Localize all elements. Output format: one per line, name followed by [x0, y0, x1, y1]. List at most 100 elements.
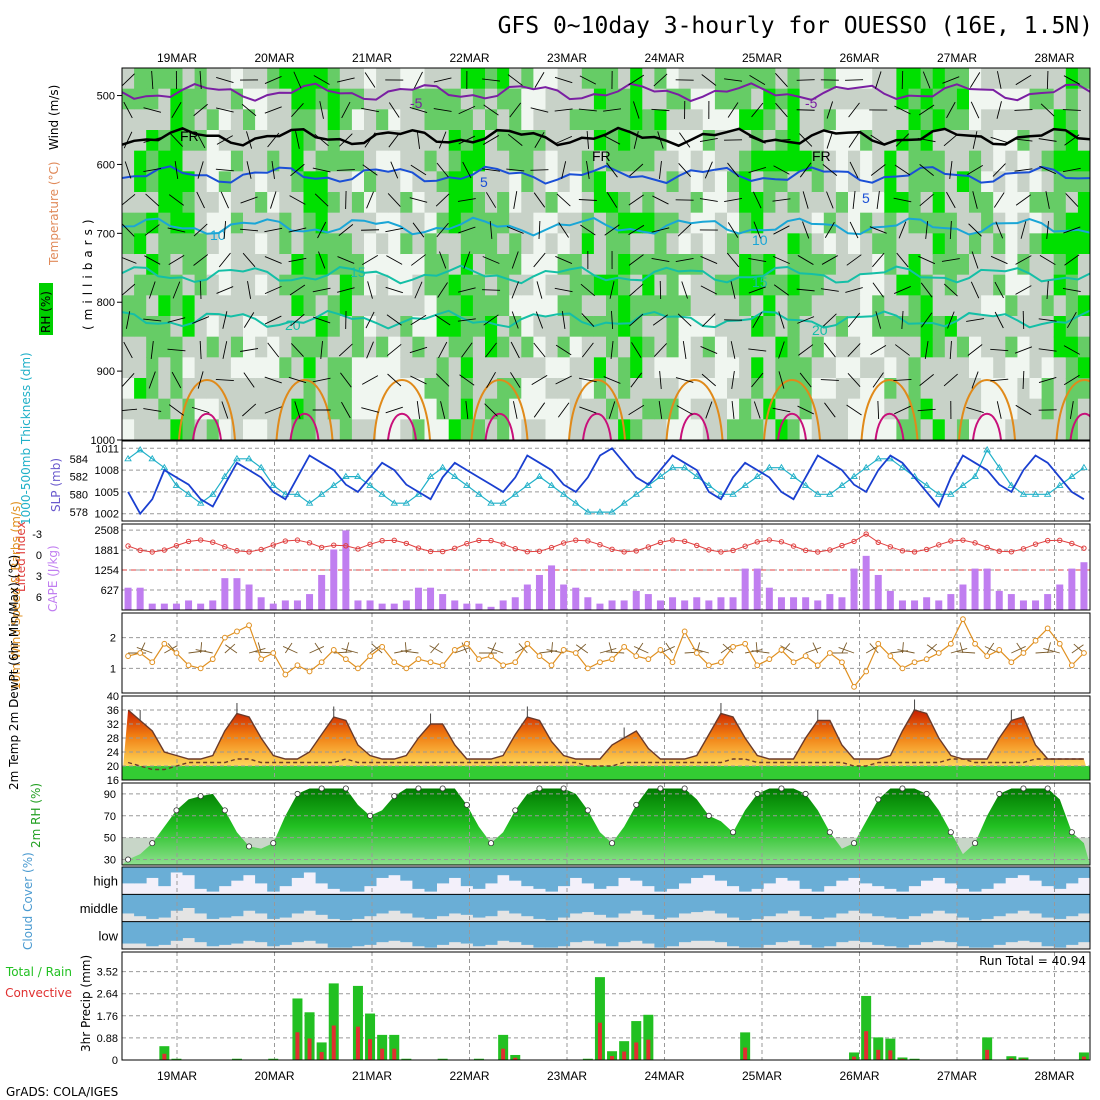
wind10m-point	[923, 656, 930, 663]
rh-cell	[533, 233, 547, 255]
rh-cell	[122, 295, 135, 317]
wind-barb	[215, 168, 234, 172]
rh-cell	[581, 109, 595, 131]
rh-cell	[860, 357, 873, 379]
rh-cell	[666, 192, 680, 214]
rh-cell	[218, 68, 232, 90]
wind-barb	[1046, 70, 1049, 90]
rh-cell	[243, 68, 256, 90]
rh-cell	[376, 130, 389, 152]
rh-cell	[896, 398, 910, 420]
rh-cell	[364, 295, 377, 317]
rh-cell	[606, 357, 619, 379]
rh-cell	[642, 68, 655, 90]
rh-cell	[509, 88, 522, 110]
wind-barb	[243, 372, 255, 388]
rh-cell	[1041, 171, 1055, 193]
cape-bar	[1032, 600, 1040, 610]
rh-point	[173, 807, 180, 814]
rh-cell	[678, 233, 692, 255]
cloud-middle-bar	[799, 894, 813, 917]
precip-convective-bar	[1009, 1058, 1014, 1060]
rh-cell	[134, 233, 147, 255]
wind10m-point	[826, 650, 833, 656]
wind-barb	[123, 131, 133, 149]
rh-cell	[678, 378, 692, 400]
wind-barb	[148, 371, 156, 389]
wind10m-barb	[551, 642, 553, 654]
wind-barb	[410, 314, 427, 326]
wind10m-barb	[1047, 642, 1051, 654]
precip-total-bar	[619, 1041, 630, 1060]
rh-cell	[1077, 88, 1090, 110]
date-label-bottom: 26MAR	[839, 1069, 879, 1083]
rh-cell	[944, 88, 958, 110]
rh-cell	[872, 150, 885, 172]
rh-cell	[835, 419, 849, 440]
thickness-point	[148, 454, 157, 462]
rh-cell	[206, 336, 220, 358]
rh-cell	[146, 419, 159, 440]
rh-cell	[932, 295, 946, 317]
rh-cell	[872, 357, 885, 379]
rh-cell	[291, 357, 305, 379]
rh-cell	[569, 274, 583, 296]
rh-cell	[714, 88, 728, 110]
rh-cell	[194, 295, 208, 317]
precip-total-bar	[401, 1058, 412, 1060]
rh-cell	[364, 254, 377, 276]
rh-cell	[654, 109, 668, 131]
cape-bar	[596, 603, 604, 610]
rh-cell	[497, 171, 510, 193]
rh-cell	[618, 150, 631, 172]
rh-cell	[158, 171, 171, 193]
rh-cell	[194, 357, 208, 379]
wind-barb	[949, 220, 952, 240]
rh-cell	[969, 150, 982, 172]
rh-cell	[158, 88, 171, 110]
wind10m-barb	[812, 642, 819, 654]
wind-barb	[651, 108, 670, 112]
rh-cell	[932, 212, 946, 234]
rh-cell	[884, 150, 897, 172]
wind-barb	[702, 313, 716, 327]
cape-bar	[1044, 594, 1052, 610]
wind-barb	[411, 254, 426, 266]
cloud-high-bar	[690, 867, 704, 878]
wind-barb	[969, 72, 981, 88]
rh-cell	[351, 336, 365, 358]
wind10m-barb	[897, 649, 915, 654]
cape-bar	[269, 603, 277, 610]
thickness-point	[656, 472, 665, 480]
precip-convective-bar	[162, 1053, 167, 1060]
page-title: GFS 0~10day 3-hourly for OUESSO (16E, 1.…	[498, 13, 1093, 39]
wind10m-point	[681, 628, 688, 635]
rh-cell	[400, 336, 413, 358]
rh-cell	[364, 68, 377, 90]
rh-cell	[376, 68, 389, 90]
thickness-point	[136, 446, 144, 453]
rh-cell	[497, 68, 510, 90]
cloud-middle-bar	[787, 894, 800, 911]
thickness-point	[753, 472, 762, 480]
rh-cell	[424, 295, 438, 317]
rh-cell	[1077, 109, 1090, 131]
rh-cell	[315, 150, 329, 172]
rh-cell	[678, 274, 692, 296]
wind-barb	[1063, 75, 1080, 85]
rh-cell	[509, 109, 522, 131]
wind10m-point	[379, 643, 386, 650]
rh-cell	[993, 274, 1006, 296]
rh-cell	[448, 88, 462, 110]
wind-barb	[609, 281, 615, 299]
rh-cell	[376, 419, 389, 440]
wind10m-point	[947, 640, 954, 647]
cloud-low-bar	[920, 921, 934, 943]
wind-barb	[222, 311, 228, 329]
rh-cell	[521, 357, 534, 379]
label-rh: RH (%)	[39, 291, 53, 333]
rh-cell	[920, 233, 934, 255]
wind10m-point	[524, 640, 531, 647]
cloud-high-bar	[678, 867, 692, 884]
rh-cell	[763, 212, 776, 234]
